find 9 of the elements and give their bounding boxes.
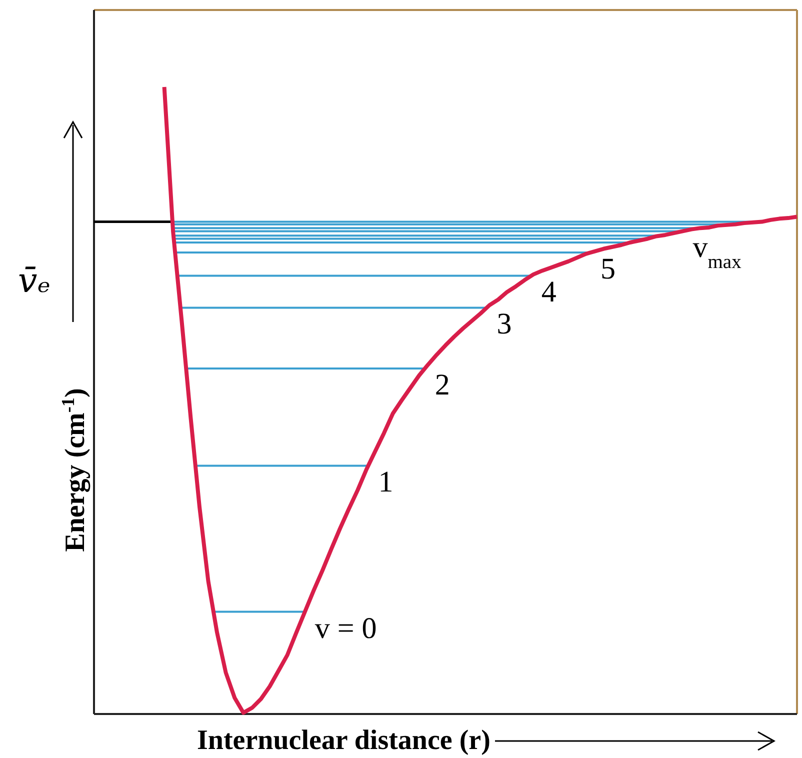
annotation: 1 bbox=[378, 466, 394, 499]
annotation: v = 0 bbox=[314, 612, 377, 645]
annotation: 3 bbox=[496, 308, 512, 341]
x-axis-title: Internuclear distance (r) bbox=[197, 725, 490, 756]
annotation: 2 bbox=[434, 368, 450, 402]
annotation: v$_{max}$ bbox=[692, 231, 742, 273]
annotation: 4 bbox=[541, 276, 556, 309]
text: v̄ₑ bbox=[18, 261, 50, 301]
annotation: 5 bbox=[600, 252, 616, 286]
